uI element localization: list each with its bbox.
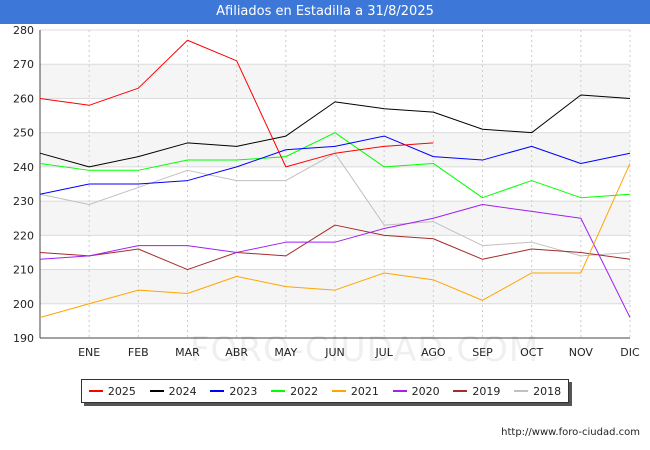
x-tick-label: AGO xyxy=(421,346,446,359)
source-link[interactable]: http://www.foro-ciudad.com xyxy=(501,427,640,438)
series-line-2019 xyxy=(39,224,631,271)
x-tick-label: MAY xyxy=(274,346,297,359)
legend-item-2020: 2020 xyxy=(392,384,440,398)
legend-label: 2020 xyxy=(411,384,440,398)
y-tick-label: 270 xyxy=(13,58,34,71)
legend-swatch xyxy=(453,390,468,392)
legend-item-2022: 2022 xyxy=(271,385,318,398)
x-tick-label: FEB xyxy=(128,346,149,359)
x-tick-label: NOV xyxy=(569,346,594,359)
x-tick-label: ABR xyxy=(225,346,248,359)
legend-swatch xyxy=(149,390,164,392)
y-tick-label: 190 xyxy=(13,332,34,345)
y-tick-label: 250 xyxy=(13,127,34,140)
x-tick-label: OCT xyxy=(520,346,543,359)
legend-item-2023: 2023 xyxy=(210,385,257,398)
legend-label: 2023 xyxy=(229,384,258,398)
legend-item-2019: 2019 xyxy=(453,385,500,398)
legend-item-2018: 2018 xyxy=(514,385,561,398)
legend-label: 2018 xyxy=(533,384,562,398)
y-tick-label: 260 xyxy=(13,92,34,105)
legend-swatch xyxy=(331,390,346,392)
x-tick-label: SEP xyxy=(472,346,493,359)
y-tick-label: 200 xyxy=(13,298,34,311)
series-line-2024 xyxy=(39,94,631,168)
y-tick-label: 230 xyxy=(13,195,34,208)
legend-label: 2025 xyxy=(107,384,136,398)
series-line-2022 xyxy=(39,132,631,199)
series-line-2023 xyxy=(39,135,631,195)
chart-legend: 2025 2024 2023 2022 2021 2020 2019 2018 xyxy=(81,379,569,403)
x-tick-label: DIC xyxy=(620,346,640,359)
legend-item-2025: 2025 xyxy=(88,384,136,398)
legend-swatch xyxy=(392,390,407,392)
y-tick-label: 210 xyxy=(13,264,34,277)
watermark: FORO-CIUDAD.COM xyxy=(190,330,540,370)
legend-swatch xyxy=(514,390,529,392)
legend-label: 2024 xyxy=(168,384,197,398)
x-tick-label: ENE xyxy=(78,346,100,359)
x-tick-label: JUN xyxy=(324,346,345,359)
legend-swatch xyxy=(271,390,286,392)
legend-item-2024: 2024 xyxy=(149,384,197,398)
series-line-2021 xyxy=(39,163,631,318)
chart-title: Afiliados en Estadilla a 31/8/2025 xyxy=(0,0,650,24)
x-tick-label: JUL xyxy=(374,346,393,359)
y-tick-label: 280 xyxy=(13,24,34,37)
legend-item-2021: 2021 xyxy=(331,384,379,398)
legend-swatch xyxy=(88,390,103,392)
x-tick-label: MAR xyxy=(175,346,200,359)
y-tick-label: 220 xyxy=(13,229,34,242)
legend-label: 2019 xyxy=(472,384,501,398)
legend-label: 2021 xyxy=(350,384,379,398)
legend-swatch xyxy=(210,390,225,392)
series-line-2025 xyxy=(39,39,434,168)
legend-label: 2022 xyxy=(290,384,319,398)
series-line-2020 xyxy=(39,204,631,318)
y-tick-label: 240 xyxy=(13,161,34,174)
